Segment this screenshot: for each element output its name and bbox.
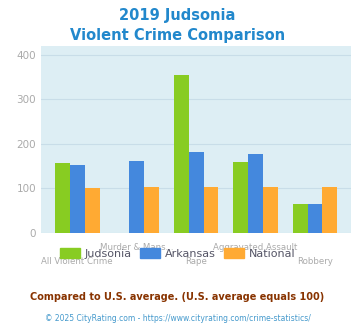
Bar [129,161,144,233]
Text: 2019 Judsonia: 2019 Judsonia [119,8,236,23]
Bar [307,204,322,233]
Bar [233,162,248,233]
Text: Rape: Rape [185,257,207,266]
Text: Aggravated Assault: Aggravated Assault [213,243,298,252]
Bar [248,154,263,233]
Bar [293,204,307,233]
Legend: Judsonia, Arkansas, National: Judsonia, Arkansas, National [55,244,300,263]
Text: © 2025 CityRating.com - https://www.cityrating.com/crime-statistics/: © 2025 CityRating.com - https://www.city… [45,314,310,323]
Bar [70,165,85,233]
Bar [85,188,99,233]
Bar [263,187,278,233]
Bar [55,162,70,233]
Bar [203,187,218,233]
Bar [174,75,189,233]
Text: Murder & Mans...: Murder & Mans... [100,243,174,252]
Text: Robbery: Robbery [297,257,333,266]
Text: Compared to U.S. average. (U.S. average equals 100): Compared to U.S. average. (U.S. average … [31,292,324,302]
Bar [322,187,337,233]
Bar [144,187,159,233]
Bar [189,152,203,233]
Text: Violent Crime Comparison: Violent Crime Comparison [70,28,285,43]
Text: All Violent Crime: All Violent Crime [42,257,113,266]
